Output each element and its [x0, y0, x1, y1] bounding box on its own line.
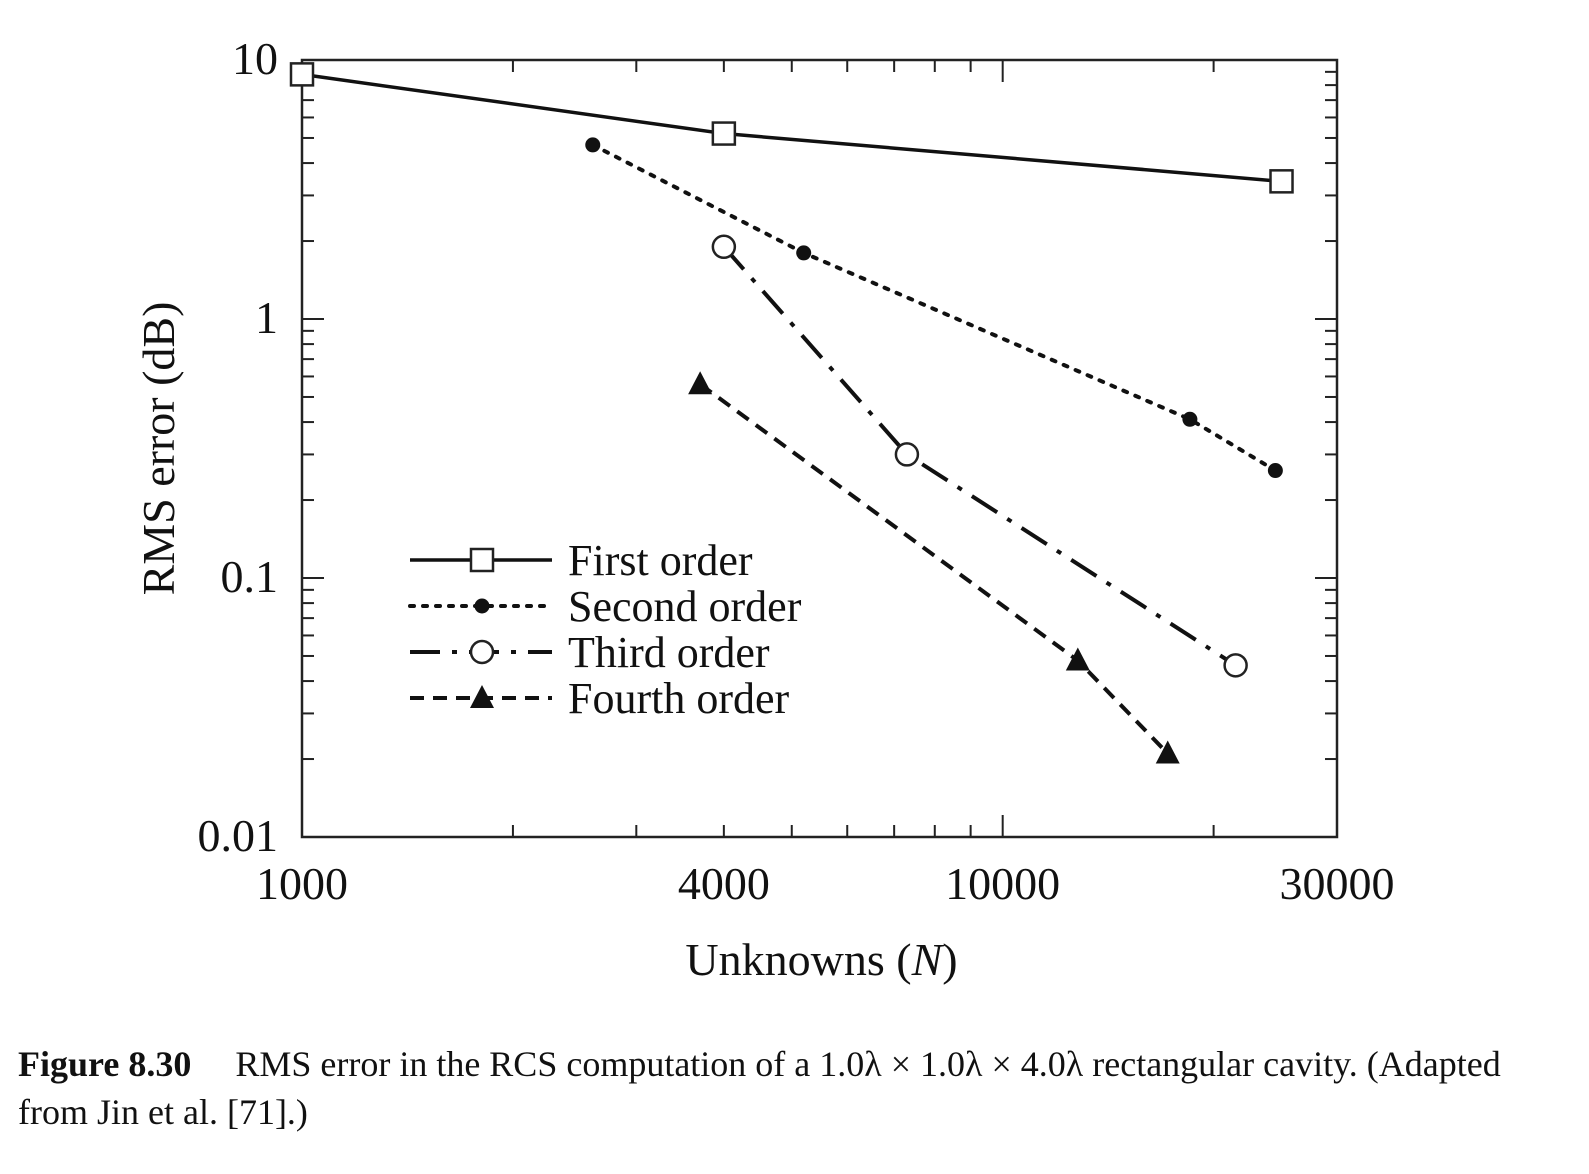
series-line-1 — [301, 72, 1282, 184]
x-tick-label: 1000 — [256, 858, 348, 909]
series-3-point — [894, 442, 920, 467]
series-3-point — [711, 234, 737, 260]
series-2-point — [1267, 463, 1283, 479]
x-tick-label: 4000 — [678, 858, 770, 909]
y-tick-label: 0.1 — [221, 551, 279, 602]
series-4-point — [1065, 647, 1090, 671]
series-line-2 — [590, 142, 1278, 473]
series-2-point — [1182, 411, 1198, 427]
y-tick-label: 1 — [255, 292, 278, 343]
x-axis-title: Unknowns (N) — [685, 934, 957, 985]
x-tick-label: 10000 — [945, 858, 1060, 909]
series-2-point — [796, 245, 812, 261]
series-2-point — [585, 137, 601, 153]
y-tick-label: 0.01 — [198, 810, 279, 861]
series-line-3 — [722, 245, 1237, 668]
series-4-point — [1155, 740, 1180, 764]
legend-marker-1 — [469, 547, 495, 573]
series-1-point — [289, 62, 315, 87]
legend-label-3: Third order — [568, 628, 770, 677]
legend-label-4: Fourth order — [568, 674, 790, 723]
figure-caption: Figure 8.30 RMS error in the RCS computat… — [18, 1040, 1578, 1136]
series-4-point — [688, 371, 713, 395]
series-3-point — [1223, 653, 1248, 678]
series-1-point — [1269, 169, 1294, 194]
y-axis-title: RMS error (dB) — [133, 302, 184, 596]
legend-marker-3 — [469, 639, 495, 665]
y-tick-label: 10 — [232, 33, 278, 84]
caption-label: Figure 8.30 — [18, 1044, 192, 1084]
x-tick-label: 30000 — [1280, 858, 1395, 909]
legend-label-1: First order — [568, 536, 753, 585]
legend-label-2: Second order — [568, 582, 802, 631]
plot-frame — [300, 58, 1339, 839]
series-1-point — [711, 121, 737, 146]
caption-text: RMS error in the RCS computation of a 1.… — [18, 1044, 1501, 1132]
legend-marker-4 — [470, 685, 494, 708]
rms-error-chart: 1000 4000 10000 30000 0.01 0.1 1 10 Unknowns (N)… — [133, 33, 1395, 985]
legend-marker-2 — [474, 598, 490, 614]
